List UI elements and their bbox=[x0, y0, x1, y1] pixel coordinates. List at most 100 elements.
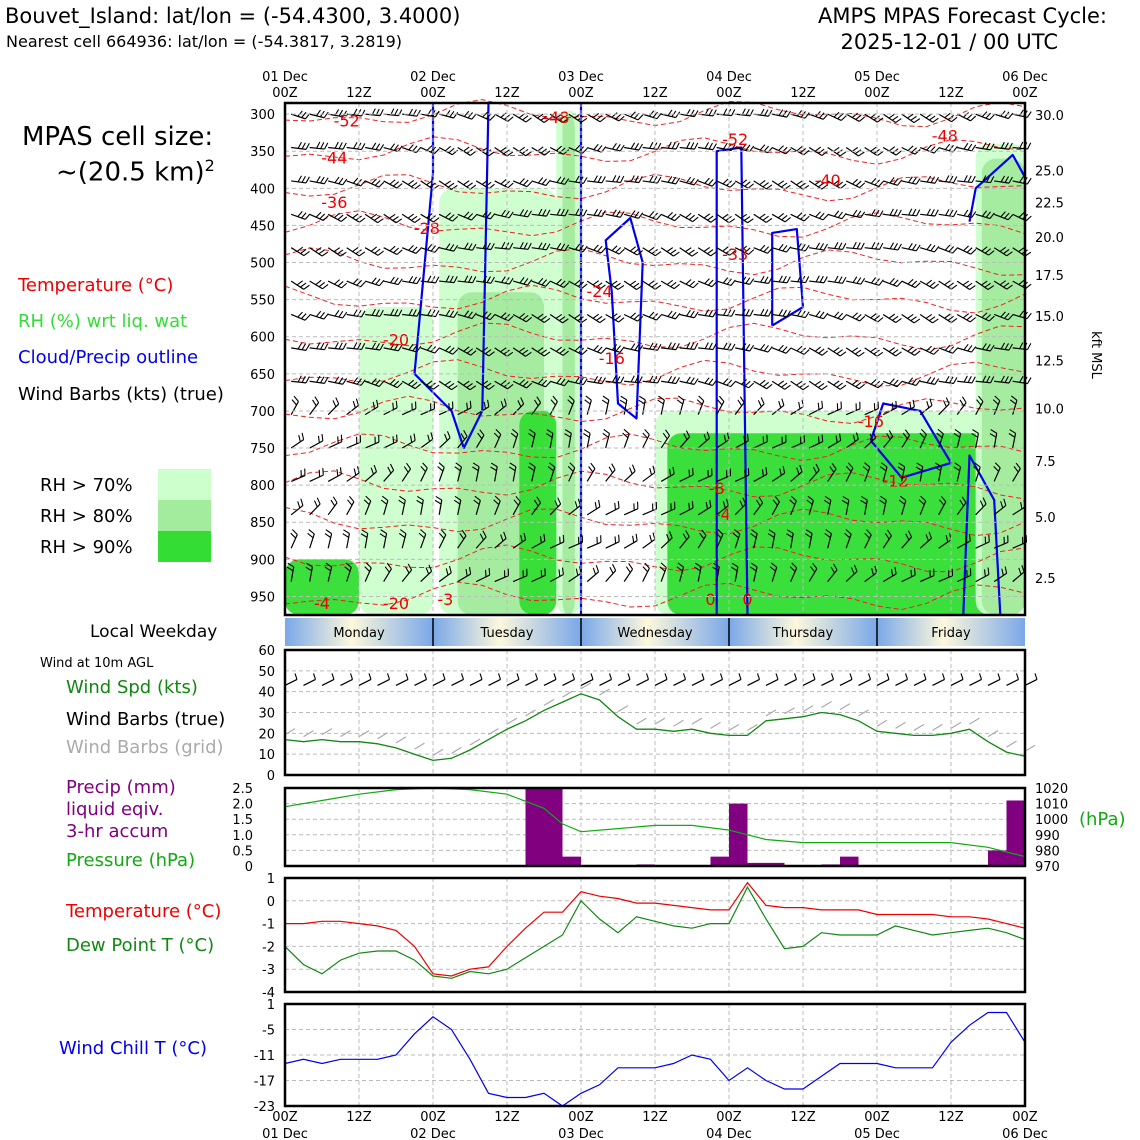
weekday-cell-4 bbox=[877, 618, 1025, 646]
top-hour-label-4: 00Z bbox=[568, 86, 594, 101]
temp-contour-label-8: -33 bbox=[722, 245, 748, 264]
top-date-label-0: 01 Dec bbox=[262, 70, 308, 85]
kft-tick-5: 15.0 bbox=[1035, 310, 1064, 325]
pressure-label: Pressure (hPa) bbox=[66, 850, 196, 871]
bottom-date-label-1: 02 Dec bbox=[410, 1127, 456, 1140]
bottom-date-label-3: 04 Dec bbox=[706, 1127, 752, 1140]
weekday-label-1: Tuesday bbox=[480, 626, 534, 641]
temp-ytick--1: -1 bbox=[262, 918, 275, 933]
wind-ytick-30: 30 bbox=[258, 707, 275, 722]
wind-chill-line bbox=[284, 1011, 1026, 1107]
precip-panel-frame bbox=[283, 786, 1027, 868]
temp-contour-label-10: -20 bbox=[383, 330, 409, 349]
temp-contour-label-7: -28 bbox=[414, 219, 440, 238]
pressure-tick-800: 800 bbox=[250, 479, 275, 494]
wind-ytick-0: 0 bbox=[267, 769, 275, 784]
kft-tick-10: 2.5 bbox=[1035, 572, 1056, 587]
cycle-label: AMPS MPAS Forecast Cycle: bbox=[818, 4, 1107, 28]
temp-contour-label-19: 0 bbox=[705, 590, 715, 609]
pressure-tick-950: 950 bbox=[250, 590, 275, 605]
top-hour-label-6: 00Z bbox=[716, 86, 742, 101]
kft-axis-label: kft MSL bbox=[1088, 331, 1103, 380]
pressure-tick-600: 600 bbox=[250, 331, 275, 346]
temp-contour-label-2: -52 bbox=[722, 130, 748, 149]
top-date-label-2: 03 Dec bbox=[558, 70, 604, 85]
precip-ytick-4: 2.0 bbox=[232, 798, 253, 813]
cloud-outline-4 bbox=[771, 228, 805, 327]
rh-shading-9 bbox=[519, 410, 557, 615]
pressure-ytick-1010: 1010 bbox=[1035, 798, 1068, 813]
bottom-date-label-0: 01 Dec bbox=[262, 1127, 308, 1140]
temp-contour-label-4: -44 bbox=[321, 149, 347, 168]
pressure-ytick-1000: 1000 bbox=[1035, 813, 1068, 828]
wind-ytick-60: 60 bbox=[258, 644, 275, 659]
chill-ytick--11: -11 bbox=[254, 1049, 275, 1064]
wind-chill-label: Wind Chill T (°C) bbox=[59, 1038, 207, 1059]
wind-speed-line bbox=[284, 693, 1026, 762]
temp-contour-label-9: -24 bbox=[586, 282, 612, 301]
pressure-ytick-970: 970 bbox=[1035, 860, 1060, 875]
top-date-label-1: 02 Dec bbox=[410, 70, 456, 85]
bottom-date-label-4: 05 Dec bbox=[854, 1127, 900, 1140]
legend-cloud: Cloud/Precip outline bbox=[18, 347, 199, 368]
nearest-cell: Nearest cell 664936: lat/lon = (-54.3817… bbox=[6, 32, 402, 51]
temp-contour-13 bbox=[284, 581, 1026, 611]
top-hour-label-1: 12Z bbox=[346, 86, 372, 101]
wind-barbs-true-label: Wind Barbs (true) bbox=[66, 709, 226, 730]
weekday-label-4: Friday bbox=[931, 626, 971, 641]
hpa-unit: (hPa) bbox=[1079, 809, 1126, 830]
bottom-hour-label-10: 00Z bbox=[1012, 1110, 1038, 1125]
rh-shading-0 bbox=[359, 307, 433, 615]
temp-contour-label-14: -8 bbox=[709, 479, 725, 498]
temp-contour-label-13: -12 bbox=[882, 471, 908, 490]
top-hour-label-10: 00Z bbox=[1012, 86, 1038, 101]
legend-barbs: Wind Barbs (kts) (true) bbox=[18, 384, 224, 405]
weekday-cell-3 bbox=[729, 618, 877, 646]
precip-bar-5 bbox=[729, 803, 748, 866]
bottom-hour-label-3: 12Z bbox=[494, 1110, 520, 1125]
top-hour-label-7: 12Z bbox=[790, 86, 816, 101]
precip-bar-9 bbox=[840, 856, 859, 866]
chill-ytick-1: 1 bbox=[267, 998, 275, 1013]
temp-contour-1 bbox=[284, 136, 1026, 165]
precip-bar-7 bbox=[766, 862, 785, 866]
pressure-tick-300: 300 bbox=[250, 108, 275, 123]
wind-ytick-20: 20 bbox=[258, 727, 275, 742]
cloud-outline-6 bbox=[968, 153, 1026, 222]
chill-ytick--17: -17 bbox=[254, 1075, 275, 1090]
temp-contour-3 bbox=[284, 210, 1026, 238]
kft-tick-8: 7.5 bbox=[1035, 455, 1056, 470]
wind-panel-frame bbox=[283, 648, 1027, 777]
top-hour-label-9: 12Z bbox=[938, 86, 964, 101]
wind-note: Wind at 10m AGL bbox=[40, 656, 154, 671]
weekday-label-3: Thursday bbox=[772, 626, 834, 641]
rh-shading-10 bbox=[285, 559, 359, 615]
rh-legend-swatch-0 bbox=[158, 469, 211, 500]
top-hour-label-5: 12Z bbox=[642, 86, 668, 101]
top-date-label-4: 05 Dec bbox=[854, 70, 900, 85]
chill-ytick--23: -23 bbox=[254, 1100, 275, 1115]
wind-ytick-10: 10 bbox=[258, 748, 275, 763]
wind-ytick-40: 40 bbox=[258, 686, 275, 701]
precip-ytick-5: 2.5 bbox=[232, 782, 253, 797]
temp-contour-label-20: 0 bbox=[742, 590, 752, 609]
temp-contour-label-1: -48 bbox=[543, 108, 569, 127]
top-date-label-3: 04 Dec bbox=[706, 70, 752, 85]
temp-contour-label-5: -40 bbox=[815, 171, 841, 190]
pressure-ytick-980: 980 bbox=[1035, 844, 1060, 859]
temp-contour-label-0: -52 bbox=[334, 112, 360, 131]
precip-ytick-2: 1.0 bbox=[232, 829, 253, 844]
bottom-hour-label-4: 00Z bbox=[568, 1110, 594, 1125]
wind-speed-label: Wind Spd (kts) bbox=[66, 677, 198, 698]
precip-bar-4 bbox=[710, 856, 729, 866]
precip-bar-2 bbox=[562, 856, 581, 866]
pressure-tick-400: 400 bbox=[250, 182, 275, 197]
chill-panel-frame bbox=[283, 1002, 1027, 1108]
kft-tick-9: 5.0 bbox=[1035, 511, 1056, 526]
kft-tick-4: 17.5 bbox=[1035, 269, 1064, 284]
temp-contour-label-17: -20 bbox=[383, 594, 409, 613]
temp-label: Temperature (°C) bbox=[66, 901, 222, 922]
temp-contour-label-12: -16 bbox=[858, 412, 884, 431]
temp-ytick-1: 1 bbox=[267, 872, 275, 887]
